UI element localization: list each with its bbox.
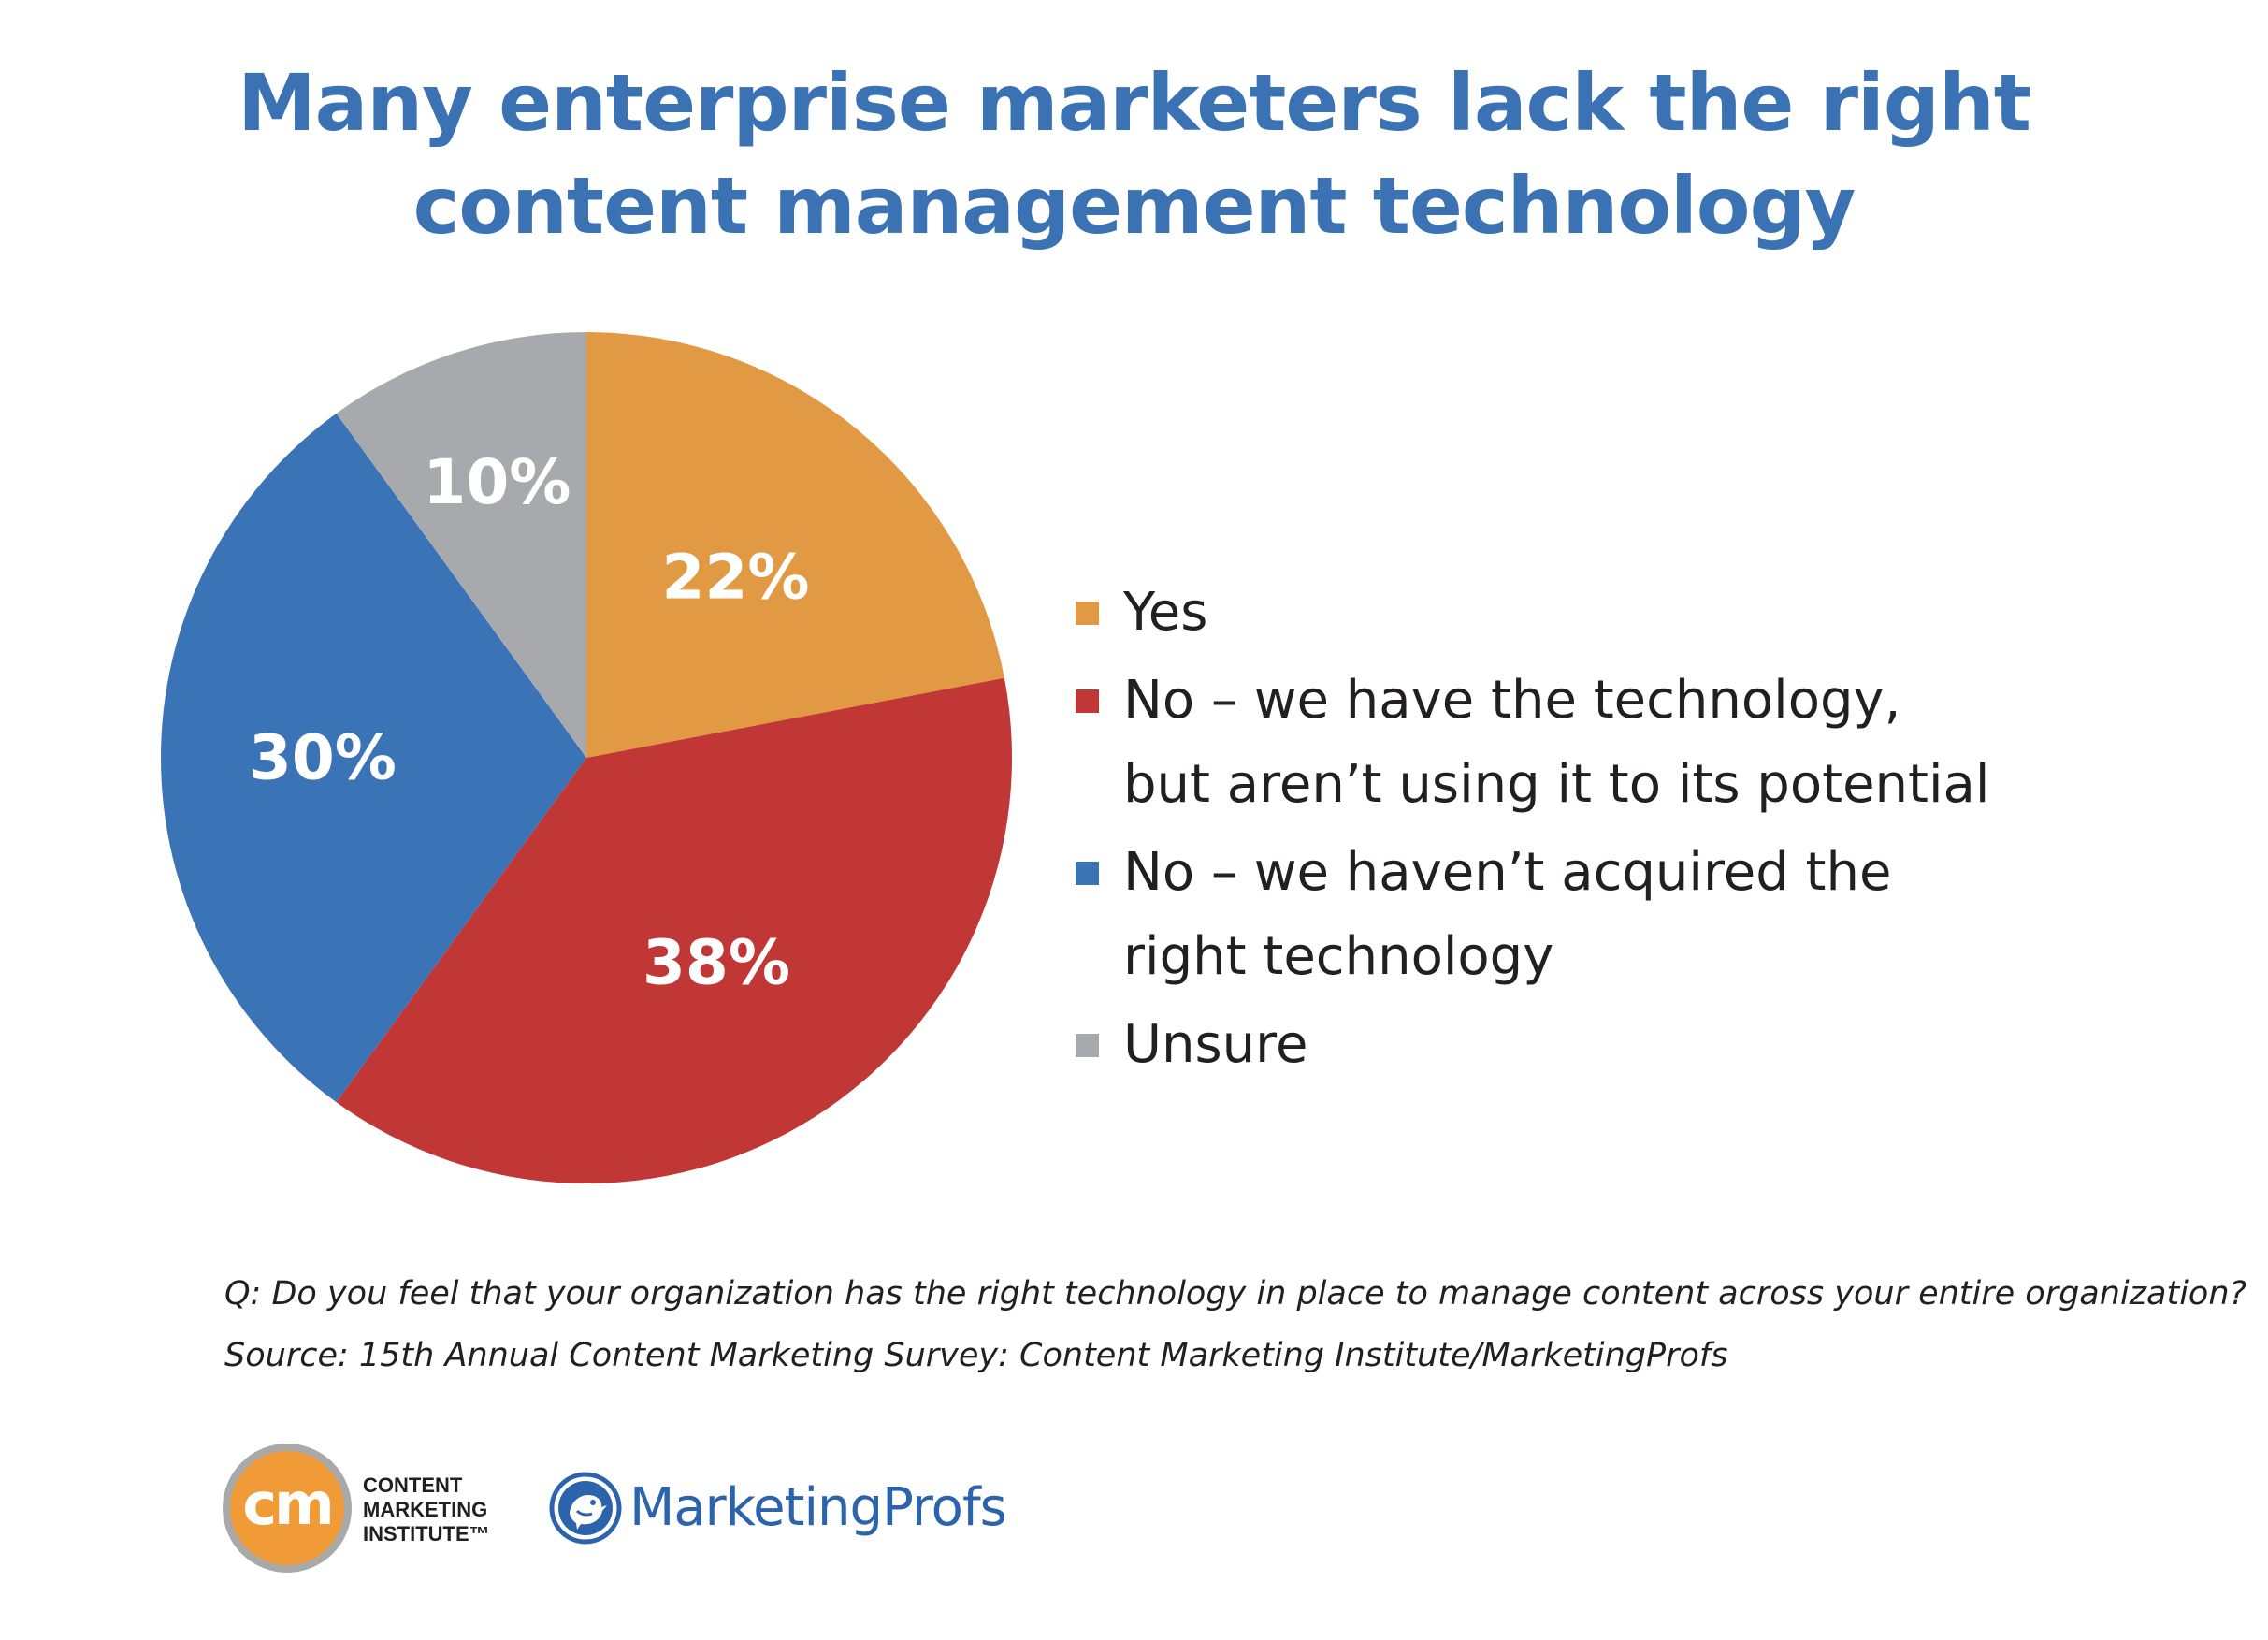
legend-label-unsure: Unsure <box>1123 1014 1308 1075</box>
legend-label-no-not-using-line-1: No – we have the technology, <box>1123 670 1901 731</box>
pie-label-no-not-acquired: 30% <box>249 722 397 794</box>
legend-item-unsure: Unsure <box>1076 1003 2011 1087</box>
cmi-wordmark-line-3: INSTITUTE™ <box>363 1522 490 1546</box>
legend-label-yes: Yes <box>1123 582 1208 643</box>
chart-title: Many enterprise marketers lack the right… <box>0 51 2268 257</box>
pie-slice-unsure <box>336 332 586 758</box>
legend-label-no-not-acquired-line-1: No – we haven’t acquired the <box>1123 842 1892 903</box>
chart-footnote: Q: Do you feel that your organization ha… <box>224 1263 2247 1386</box>
chart-title-line-2: content management technology <box>412 160 1856 252</box>
legend-label-no-not-acquired-line-2: right technology <box>1123 926 1554 987</box>
legend-item-no-not-using: No – we have the technology, but aren’t … <box>1076 659 2011 827</box>
survey-question: Q: Do you feel that your organization ha… <box>224 1275 2247 1313</box>
pie-slice-yes <box>586 332 1004 758</box>
cmi-wordmark-line-2: MARKETING <box>363 1498 488 1521</box>
pie-slice-no-not-acquired <box>160 413 586 1103</box>
pie-slice-no-not-using <box>336 677 1012 1184</box>
cmi-circle-icon <box>223 1444 352 1573</box>
marketingprofs-logo: MarketingProfs <box>549 1472 1073 1546</box>
chart-legend: Yes No – we have the technology, but are… <box>1076 571 2011 1091</box>
cmi-wordmark-line-1: CONTENT <box>363 1473 463 1497</box>
chart-title-line-1: Many enterprise marketers lack the right <box>238 57 2031 149</box>
data-source: Source: 15th Annual Content Marketing Su… <box>224 1337 1728 1374</box>
cmi-wordmark: CONTENT MARKETING INSTITUTE™ <box>363 1473 490 1546</box>
pie-label-no-not-using: 38% <box>643 926 790 998</box>
bird-icon <box>549 1472 622 1545</box>
legend-swatch-no-not-acquired <box>1076 862 1099 885</box>
pie-label-yes: 22% <box>662 542 810 614</box>
legend-item-yes: Yes <box>1076 571 2011 655</box>
legend-swatch-yes <box>1076 602 1099 625</box>
legend-swatch-unsure <box>1076 1034 1099 1057</box>
legend-label-no-not-using-line-2: but aren’t using it to its potential <box>1123 754 1990 815</box>
legend-swatch-no-not-using <box>1076 689 1099 713</box>
cmi-mark: cm <box>242 1470 334 1538</box>
marketingprofs-wordmark: MarketingProfs <box>629 1477 1007 1538</box>
content-marketing-institute-logo: cm CONTENT MARKETING INSTITUTE™ <box>223 1444 541 1584</box>
legend-item-no-not-acquired: No – we haven’t acquired the right techn… <box>1076 831 2011 999</box>
pie-label-unsure: 10% <box>423 446 571 518</box>
